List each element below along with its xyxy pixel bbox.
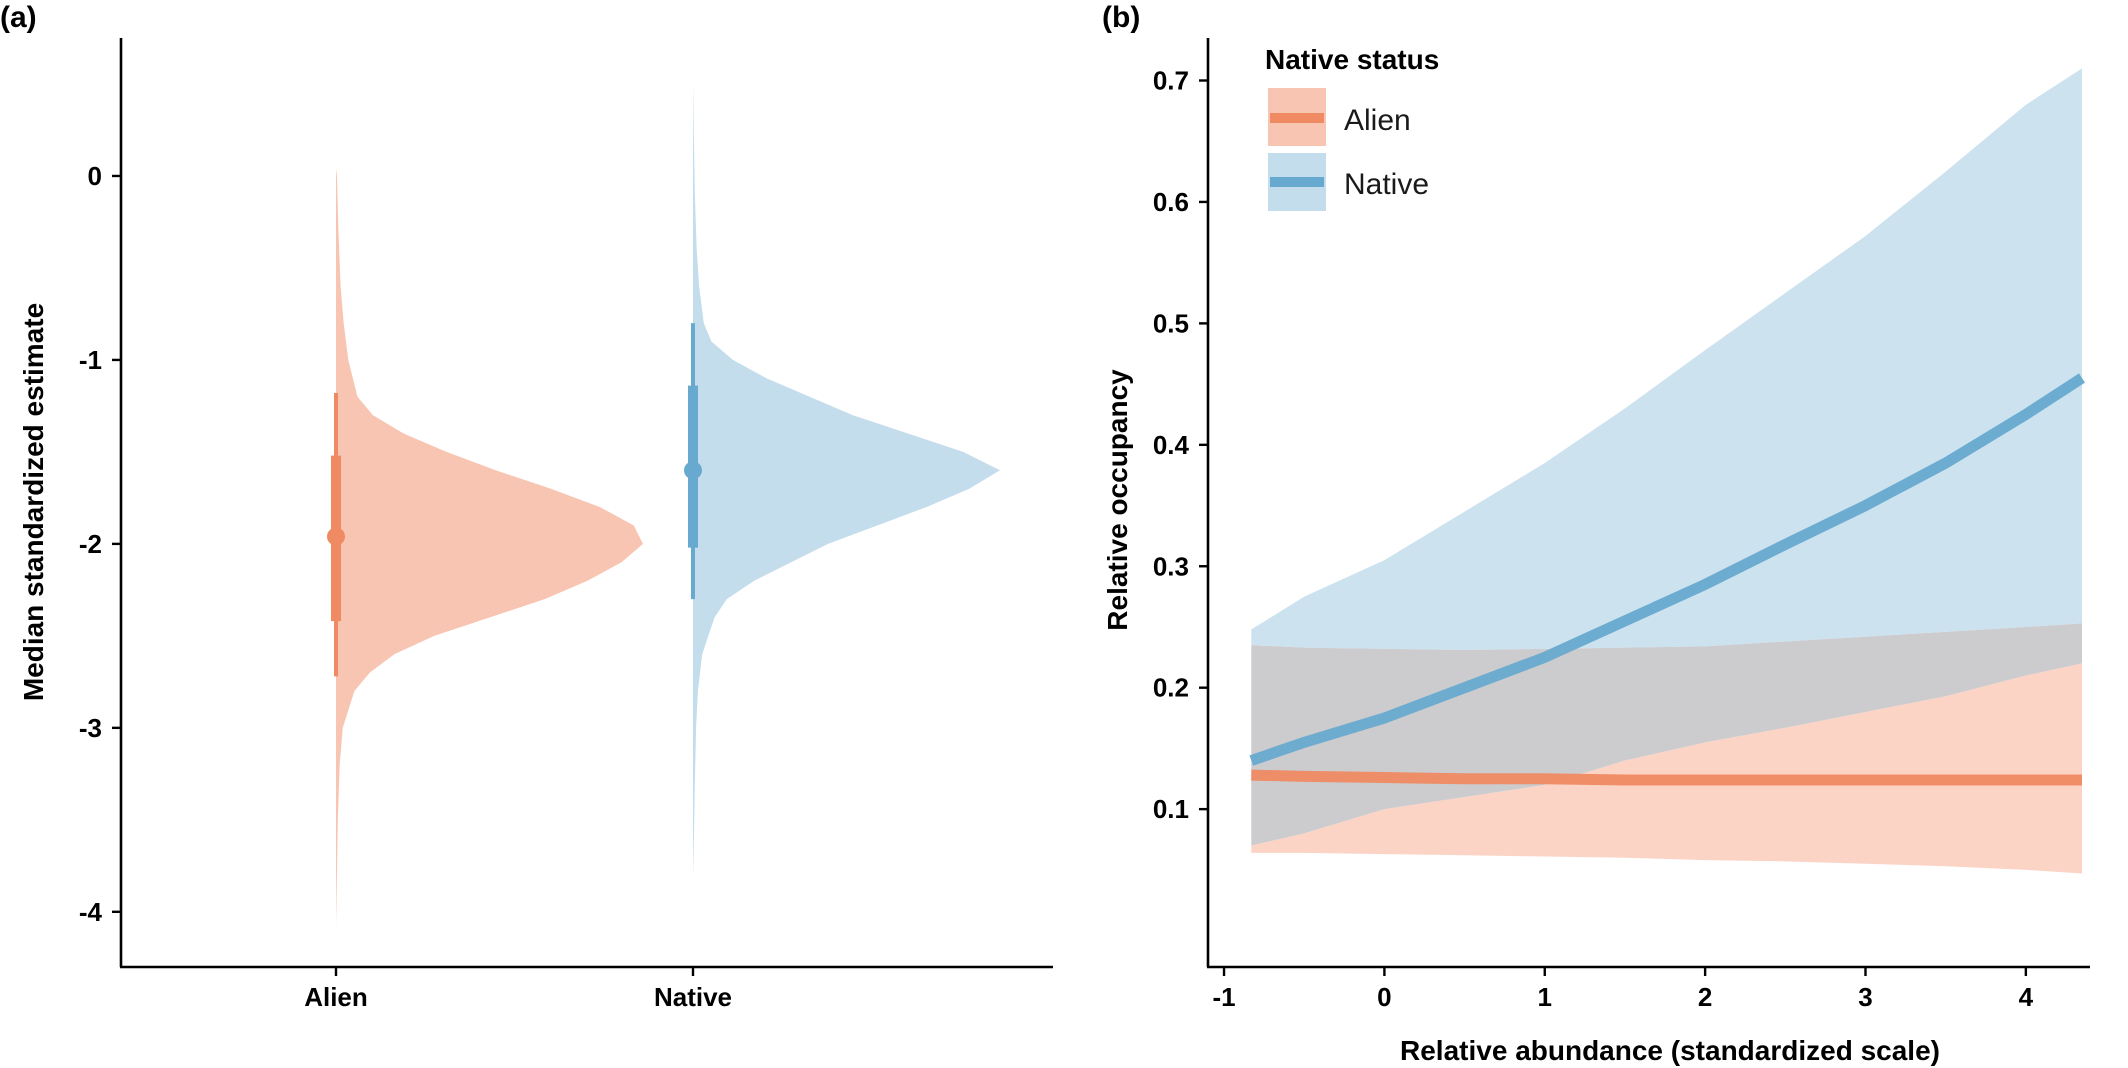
x-tick-label: 3 [1858, 982, 1872, 1012]
x-tick-label-alien: Alien [304, 982, 368, 1012]
panel-label-a: (a) [0, 1, 37, 34]
ribbon-overlap [1251, 623, 2082, 846]
x-tick-label-native: Native [654, 982, 732, 1012]
violin-alien [336, 168, 643, 927]
line-panel: 0.1 0.2 0.3 0.4 0.5 0.6 0.7 -1 0 1 2 3 4 Relative a… [1102, 38, 2090, 1066]
legend-key-alien-line [1270, 113, 1324, 123]
legend-key-native-line [1270, 177, 1324, 187]
line-layer [1249, 373, 2085, 786]
x-tick-label: 2 [1698, 982, 1712, 1012]
y-tick-label: -4 [79, 897, 103, 927]
violin-panel: 0 -1 -2 -3 -4 Alien Native Median standardize… [18, 38, 1053, 1012]
y-tick-label: -2 [79, 529, 102, 559]
legend-title: Native status [1265, 44, 1439, 75]
y-tick-label: 0 [88, 161, 102, 191]
panel-label-b: (b) [1102, 1, 1140, 34]
ribbon-alien [1251, 663, 2082, 874]
panel-b-y-ticks: 0.1 0.2 0.3 0.4 0.5 0.6 0.7 [1153, 66, 1208, 824]
interval-layer [327, 323, 702, 677]
y-tick-label: -1 [79, 345, 102, 375]
legend: Native status Alien Native [1265, 44, 1439, 211]
panel-b-x-ticks: -1 0 1 2 3 4 [1212, 967, 2034, 1012]
y-tick-label: 0.1 [1153, 794, 1189, 824]
line-alien [1251, 769, 2082, 786]
y-tick-label: 0.3 [1153, 551, 1189, 581]
legend-label-native: Native [1344, 168, 1429, 201]
legend-label-alien: Alien [1344, 104, 1411, 137]
panel-a-y-ticks: 0 -1 -2 -3 -4 [79, 161, 121, 927]
median-point-alien [327, 527, 345, 546]
x-tick-label: 1 [1538, 982, 1552, 1012]
x-tick-label: 0 [1377, 982, 1391, 1012]
violin-native [693, 80, 1000, 879]
y-tick-label: -3 [79, 713, 102, 743]
violin-layer [336, 80, 1000, 927]
x-tick-label: 4 [2019, 982, 2034, 1012]
ribbon-native [1251, 68, 2082, 651]
y-tick-label: 0.2 [1153, 673, 1189, 703]
panel-a-x-ticks: Alien Native [304, 967, 732, 1012]
panel-b-x-axis-title: Relative abundance (standardized scale) [1400, 1035, 1940, 1066]
line-native [1249, 373, 2085, 766]
y-tick-label: 0.5 [1153, 308, 1189, 338]
panel-b-y-axis-title: Relative occupancy [1102, 369, 1133, 631]
median-point-native [684, 461, 702, 480]
panel-a-y-axis-title: Median standardized estimate [18, 303, 49, 701]
y-tick-label: 0.6 [1153, 187, 1189, 217]
x-tick-label: -1 [1212, 982, 1235, 1012]
y-tick-label: 0.7 [1153, 66, 1189, 96]
y-tick-label: 0.4 [1153, 430, 1190, 460]
